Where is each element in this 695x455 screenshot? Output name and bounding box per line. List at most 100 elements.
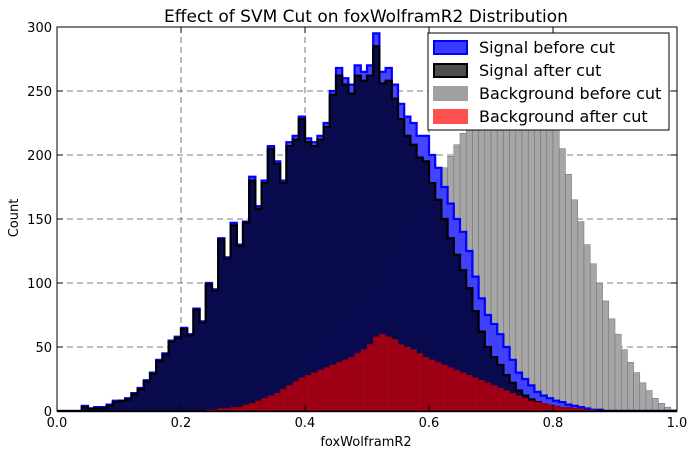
bar-background-before bbox=[577, 221, 585, 412]
plot-area: 0.0 0.2 0.4 0.6 0.8 1.0 0 50 100 150 200 250 300 bbox=[27, 21, 687, 431]
bar-background-after bbox=[410, 349, 417, 412]
bar-background-before bbox=[658, 403, 665, 412]
bar-background-after bbox=[348, 357, 355, 412]
bar-background-after bbox=[490, 385, 498, 412]
x-tick-label: 0.8 bbox=[543, 416, 564, 431]
bar-background-after bbox=[459, 372, 467, 412]
bar-background-after bbox=[323, 367, 331, 412]
legend-box bbox=[427, 32, 670, 131]
bar-background-after bbox=[311, 372, 318, 412]
y-tick-label: 300 bbox=[27, 21, 52, 36]
bar-background-after bbox=[503, 390, 510, 412]
legend-label: Background after cut bbox=[479, 107, 648, 126]
bar-background-after bbox=[416, 353, 424, 412]
bar-background-after bbox=[422, 357, 430, 412]
bar-background-after bbox=[342, 359, 349, 412]
legend-swatch bbox=[433, 86, 468, 101]
bar-background-after bbox=[317, 369, 324, 412]
x-tick-label: 0.0 bbox=[47, 416, 68, 431]
x-tick-label: 1.0 bbox=[667, 416, 688, 431]
bar-background-after bbox=[292, 381, 300, 412]
bar-background-after bbox=[298, 377, 306, 412]
x-tick-label: 0.6 bbox=[419, 416, 440, 431]
bar-background-after bbox=[286, 385, 293, 412]
bar-background-after bbox=[304, 374, 312, 412]
bar-background-before bbox=[614, 333, 622, 412]
bar-background-before bbox=[627, 362, 634, 412]
bar-background-after bbox=[236, 406, 244, 412]
bar-background-before bbox=[552, 122, 560, 412]
bar-background-after bbox=[435, 362, 442, 412]
bar-background-after bbox=[509, 392, 517, 412]
bar-background-after bbox=[397, 344, 405, 412]
bar-background-after bbox=[552, 405, 560, 412]
bar-background-before bbox=[651, 397, 659, 412]
legend-label: Background before cut bbox=[479, 84, 661, 103]
bar-background-before bbox=[571, 199, 579, 412]
bar-background-after bbox=[242, 404, 250, 412]
bar-background-after bbox=[329, 364, 337, 412]
x-tick-label: 0.4 bbox=[295, 416, 316, 431]
bar-background-after bbox=[565, 406, 572, 412]
bar-background-before bbox=[602, 300, 610, 412]
legend: Signal before cut Signal after cut Backgro… bbox=[427, 32, 670, 131]
x-tick-label: 0.2 bbox=[171, 416, 192, 431]
bar-background-after bbox=[391, 339, 399, 412]
bar-background-after bbox=[546, 404, 554, 412]
bar-background-after bbox=[366, 344, 374, 412]
bar-background-before bbox=[565, 173, 572, 412]
bar-background-after bbox=[354, 353, 362, 412]
bar-background-after bbox=[534, 401, 541, 412]
y-tick-label: 100 bbox=[27, 277, 52, 292]
bar-background-before bbox=[633, 372, 641, 412]
bar-background-before bbox=[589, 263, 597, 412]
bar-background-after bbox=[528, 400, 535, 412]
y-tick-label: 150 bbox=[27, 213, 52, 228]
bar-background-after bbox=[478, 380, 486, 412]
y-axis-title: Count bbox=[7, 199, 22, 238]
bar-background-after bbox=[447, 367, 455, 412]
y-tick-label: 250 bbox=[27, 85, 52, 100]
bar-background-after bbox=[261, 398, 269, 412]
bar-background-after bbox=[273, 392, 281, 412]
bar-background-before bbox=[639, 382, 647, 412]
x-axis-title: foxWolframR2 bbox=[320, 435, 411, 450]
bar-background-after bbox=[472, 377, 479, 412]
legend-label: Signal before cut bbox=[479, 38, 615, 57]
legend-swatch bbox=[433, 109, 468, 124]
bar-background-after bbox=[230, 406, 238, 412]
bar-background-after bbox=[404, 346, 411, 412]
bar-background-after bbox=[453, 369, 461, 412]
bar-background-after bbox=[559, 406, 566, 412]
legend-label: Signal after cut bbox=[479, 61, 601, 80]
bar-background-before bbox=[608, 318, 616, 412]
bar-background-after bbox=[515, 395, 523, 412]
bar-background-after bbox=[335, 362, 343, 412]
bar-background-before bbox=[583, 244, 591, 412]
bar-background-before bbox=[620, 349, 628, 412]
bar-background-before bbox=[596, 282, 603, 412]
bar-background-after bbox=[540, 403, 547, 412]
bar-background-after bbox=[484, 382, 492, 412]
legend-swatch bbox=[433, 63, 468, 78]
bar-background-after bbox=[497, 387, 504, 412]
bar-background-after bbox=[255, 400, 262, 412]
bar-background-after bbox=[373, 336, 380, 412]
bar-background-before bbox=[540, 84, 548, 412]
bar-background-after bbox=[521, 398, 529, 412]
bar-background-before bbox=[558, 148, 566, 412]
bar-background-after bbox=[466, 374, 473, 412]
bar-background-after bbox=[248, 403, 256, 412]
bar-background-after bbox=[385, 336, 393, 412]
bar-background-after bbox=[360, 349, 368, 412]
bar-background-after bbox=[267, 395, 275, 412]
y-tick-label: 50 bbox=[35, 341, 52, 356]
y-tick-label: 200 bbox=[27, 149, 52, 164]
bar-background-before bbox=[546, 103, 554, 412]
bar-background-after bbox=[379, 334, 386, 412]
bar-background-after bbox=[428, 359, 436, 412]
bar-background-after bbox=[280, 389, 287, 412]
bar-background-after bbox=[441, 364, 448, 412]
legend-swatch bbox=[433, 40, 468, 55]
